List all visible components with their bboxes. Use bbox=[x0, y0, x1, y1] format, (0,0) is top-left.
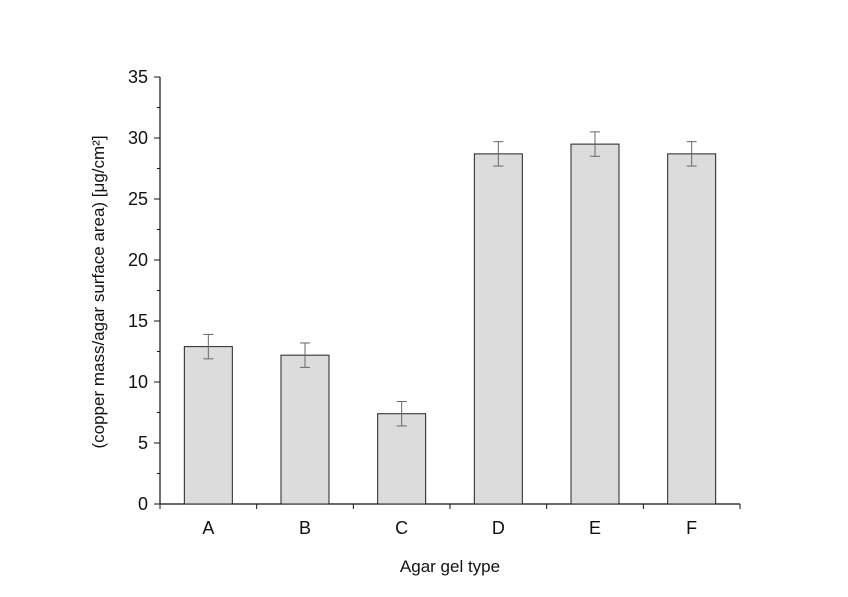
y-axis-title: (copper mass/agar surface area) [μg/cm²] bbox=[89, 135, 108, 448]
bar-A bbox=[183, 346, 233, 505]
x-tick-label-A: A bbox=[202, 518, 214, 538]
x-tick-label-E: E bbox=[589, 518, 601, 538]
y-tick-label: 30 bbox=[128, 128, 148, 148]
bar-C bbox=[377, 413, 427, 505]
bar-B bbox=[280, 354, 330, 505]
x-tick-label-C: C bbox=[395, 518, 408, 538]
x-tick-label-F: F bbox=[686, 518, 697, 538]
bar-F bbox=[667, 153, 717, 505]
y-tick-label: 0 bbox=[138, 494, 148, 514]
y-tick-label: 15 bbox=[128, 311, 148, 331]
x-axis-title: Agar gel type bbox=[400, 557, 500, 576]
y-tick-label: 5 bbox=[138, 433, 148, 453]
y-tick-label: 25 bbox=[128, 189, 148, 209]
x-tick-label-B: B bbox=[299, 518, 311, 538]
y-tick-label: 10 bbox=[128, 372, 148, 392]
bar-D bbox=[473, 153, 523, 505]
y-tick-label: 20 bbox=[128, 250, 148, 270]
y-tick-label: 35 bbox=[128, 67, 148, 87]
x-tick-label-D: D bbox=[492, 518, 505, 538]
bar-E bbox=[570, 143, 620, 505]
plot-area: 0 5 10 15 20 25 30 35 A B C D E F bbox=[128, 67, 741, 538]
